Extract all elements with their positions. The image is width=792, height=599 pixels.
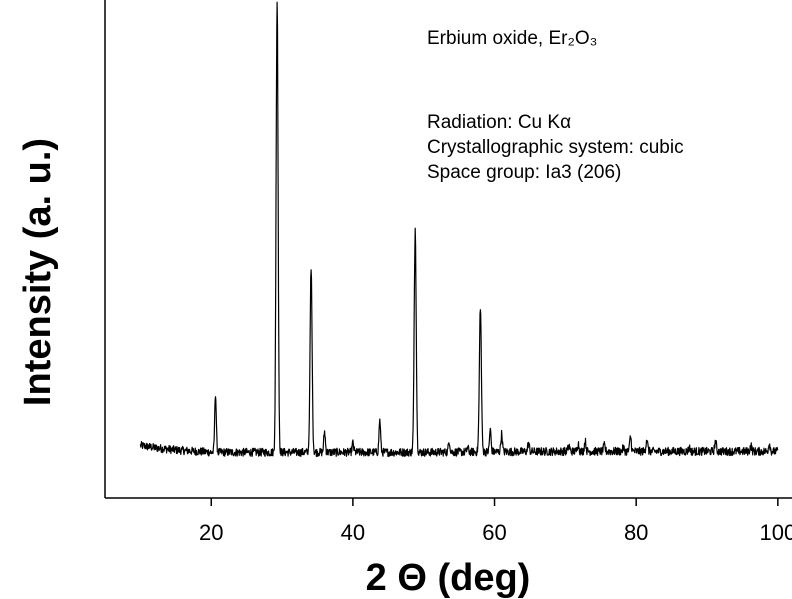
x-ticks bbox=[210, 498, 779, 506]
space-group-annotation: Space group: Ia3 (206) bbox=[427, 162, 621, 183]
x-tick-label: 100 bbox=[759, 520, 792, 545]
x-tick-label: 40 bbox=[341, 520, 365, 545]
sample-name-annotation: Erbium oxide, Er₂O₃ bbox=[427, 28, 597, 49]
y-axis-title: Intensity (a. u.) bbox=[17, 138, 59, 406]
x-tick-labels: 20 40 60 80 100 bbox=[199, 520, 792, 545]
x-tick-label: 60 bbox=[482, 520, 506, 545]
diffraction-pattern-line bbox=[139, 1, 779, 457]
x-tick-label: 20 bbox=[199, 520, 223, 545]
crystal-system-annotation: Crystallographic system: cubic bbox=[427, 137, 684, 158]
x-axis-title: 2 Θ (deg) bbox=[366, 557, 531, 599]
radiation-annotation: Radiation: Cu Kα bbox=[427, 112, 571, 133]
x-tick-label: 80 bbox=[624, 520, 648, 545]
